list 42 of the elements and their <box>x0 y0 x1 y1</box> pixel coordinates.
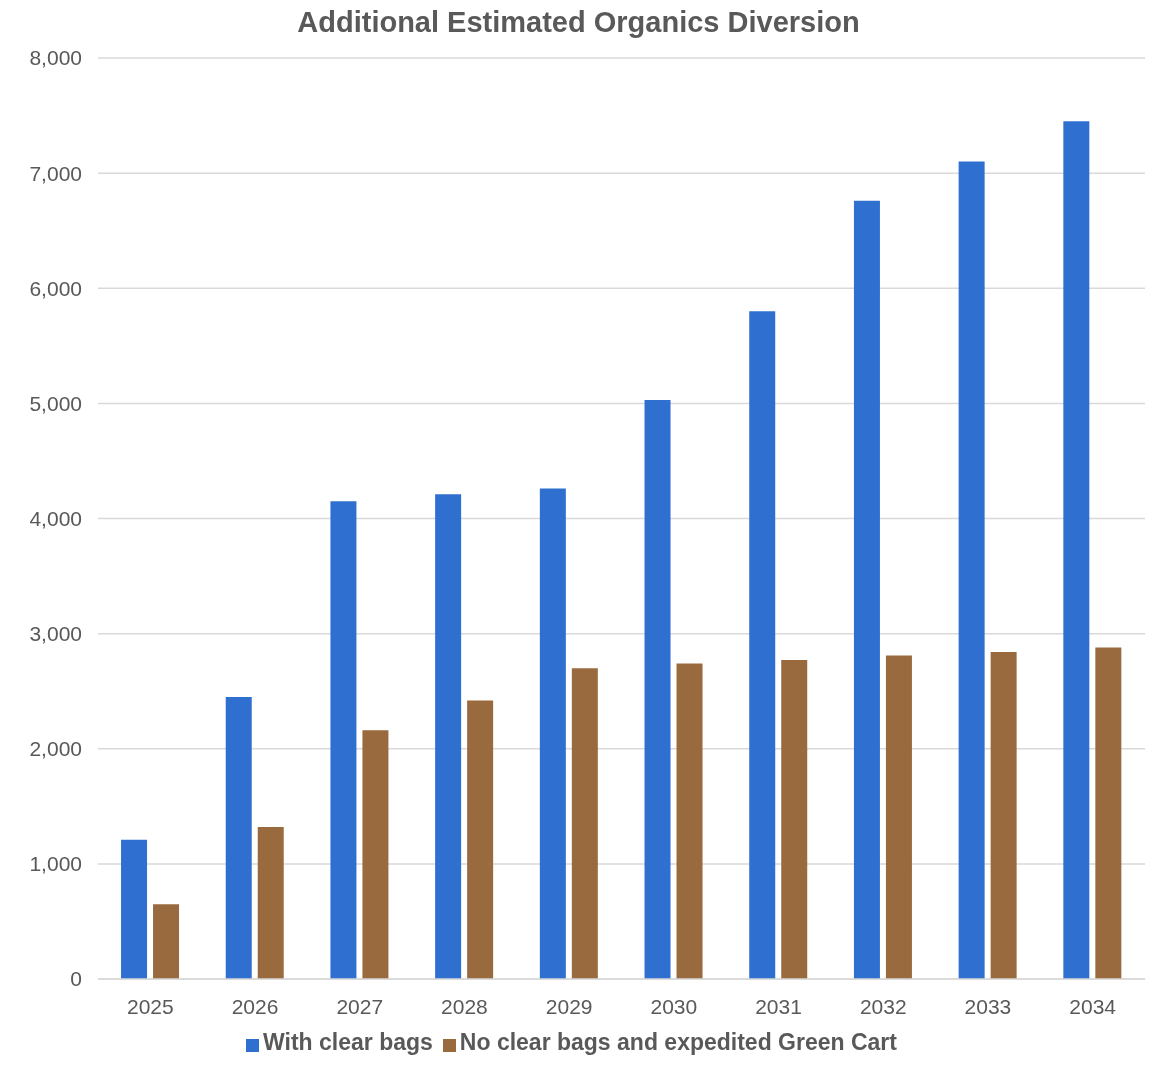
x-tick-label: 2032 <box>859 994 907 1018</box>
bar <box>749 311 776 979</box>
x-tick-label: 2026 <box>231 994 279 1018</box>
y-tick-label: 6,000 <box>29 276 82 300</box>
x-tick-label: 2025 <box>126 994 174 1018</box>
x-tick-label: 2027 <box>336 994 384 1018</box>
bar <box>539 488 566 979</box>
bar <box>153 904 180 979</box>
bar <box>330 501 357 979</box>
bar <box>225 696 252 979</box>
x-tick-label: 2031 <box>755 994 802 1018</box>
bar <box>676 663 703 979</box>
chart-title: Additional Estimated Organics Diversion <box>296 6 861 40</box>
x-tick-label: 2034 <box>1069 994 1117 1018</box>
bar <box>467 700 494 979</box>
legend-label: No clear bags and expedited Green Cart <box>459 1029 897 1055</box>
y-tick-label: 3,000 <box>29 622 82 646</box>
bar <box>958 161 985 979</box>
y-tick-label: 0 <box>70 967 82 991</box>
bar <box>571 668 598 979</box>
y-tick-label: 2,000 <box>29 737 82 761</box>
bar <box>885 655 912 979</box>
bar <box>121 839 148 979</box>
bar <box>257 827 284 979</box>
y-tick-label: 1,000 <box>29 852 82 876</box>
bar <box>435 494 462 979</box>
bar <box>781 660 808 979</box>
bar <box>362 730 389 979</box>
bar <box>853 200 880 979</box>
y-tick-label: 5,000 <box>29 391 82 415</box>
bar <box>644 399 671 979</box>
x-tick-label: 2033 <box>964 994 1012 1018</box>
x-tick-label: 2029 <box>545 994 593 1018</box>
x-tick-label: 2028 <box>441 994 488 1018</box>
y-tick-label: 4,000 <box>29 506 82 530</box>
bar <box>1063 121 1090 979</box>
x-tick-label: 2030 <box>650 994 698 1018</box>
legend-label: With clear bags <box>263 1029 433 1055</box>
bar <box>1095 647 1122 979</box>
y-tick-label: 8,000 <box>29 46 82 70</box>
y-tick-label: 7,000 <box>29 161 82 185</box>
bar <box>990 652 1017 979</box>
